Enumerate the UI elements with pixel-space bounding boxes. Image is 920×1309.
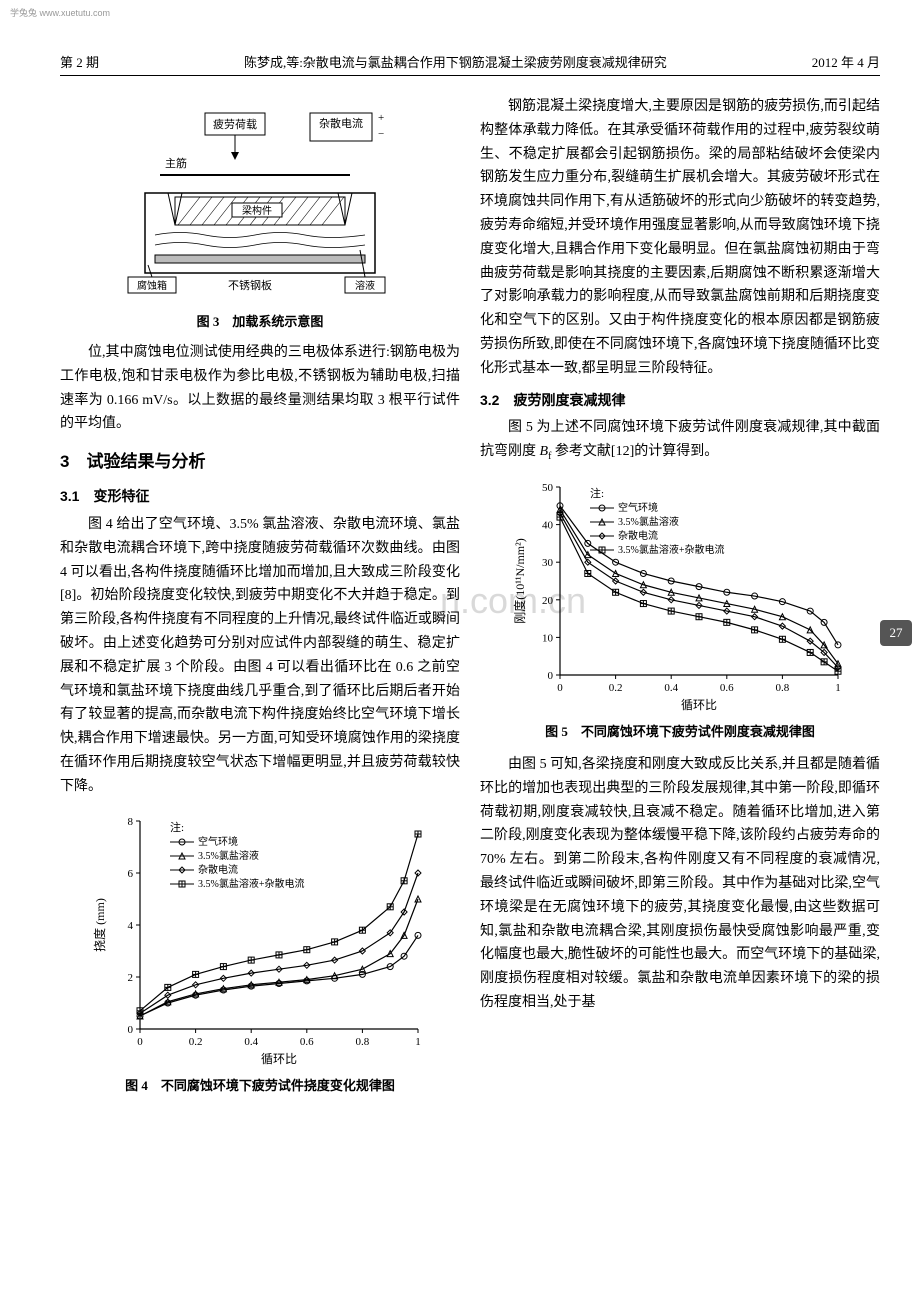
svg-text:0: 0	[557, 682, 563, 694]
svg-text:0.8: 0.8	[356, 1036, 370, 1048]
label-member: 梁构件	[242, 204, 272, 217]
label-main-bar: 主筋	[165, 156, 187, 170]
svg-text:0.4: 0.4	[244, 1036, 258, 1048]
right-column: 钢筋混凝土梁挠度增大,主要原因是钢筋的疲劳损伤,而引起结构整体承载力降低。在其承…	[480, 95, 880, 1289]
svg-text:4: 4	[128, 920, 134, 932]
svg-text:0.2: 0.2	[189, 1036, 203, 1048]
svg-text:1: 1	[835, 682, 841, 694]
svg-text:挠度 (mm): 挠度 (mm)	[92, 898, 107, 952]
svg-text:6: 6	[128, 868, 134, 880]
svg-text:−: −	[378, 128, 384, 140]
label-solution: 溶液	[355, 279, 375, 292]
figure-4: 0246800.20.40.60.81循环比挠度 (mm)注:空气环境3.5%氯…	[90, 809, 430, 1097]
section-3-1-title: 3.1 变形特征	[60, 485, 460, 509]
svg-text:3.5%氯盐溶液: 3.5%氯盐溶液	[618, 515, 679, 528]
label-corrosion-box: 腐蚀箱	[137, 279, 167, 292]
svg-text:空气环境: 空气环境	[618, 501, 658, 514]
figure-3: 疲劳荷载 杂散电流 + − 主筋	[120, 105, 400, 333]
left-para-2: 图 4 给出了空气环境、3.5% 氯盐溶液、杂散电流环境、氯盐和杂散电流耦合环境…	[60, 513, 460, 799]
symbol-bf: B	[540, 444, 549, 459]
svg-text:10: 10	[542, 632, 554, 644]
right-para-1: 钢筋混凝土梁挠度增大,主要原因是钢筋的疲劳损伤,而引起结构整体承载力降低。在其承…	[480, 95, 880, 381]
figure-5-caption: 图 5 不同腐蚀环境下疲劳试件刚度衰减规律图	[510, 721, 850, 743]
svg-text:0: 0	[548, 670, 554, 682]
svg-text:杂散电流: 杂散电流	[618, 529, 658, 542]
figure-5-svg: 0 10 20 30 40 50 0 0.2 0.4 0.6 0.8 1 循环比 刚度(10¹¹N/mm²…	[510, 475, 850, 715]
svg-text:1: 1	[415, 1036, 421, 1048]
svg-text:40: 40	[542, 520, 554, 532]
page-header: 第 2 期 陈梦成,等:杂散电流与氯盐耦合作用下钢筋混凝土梁疲劳刚度衰减规律研究…	[60, 52, 880, 76]
label-steel-plate: 不锈钢板	[228, 278, 272, 292]
right-para-3: 由图 5 可知,各梁挠度和刚度大致成反比关系,并且都是随着循环比的增加也表现出典…	[480, 753, 880, 1015]
header-issue: 第 2 期	[60, 52, 99, 71]
svg-text:杂散电流: 杂散电流	[198, 863, 238, 876]
figure-4-caption: 图 4 不同腐蚀环境下疲劳试件挠度变化规律图	[90, 1075, 430, 1097]
svg-text:0: 0	[137, 1036, 143, 1048]
svg-text:刚度(10¹¹N/mm²): 刚度(10¹¹N/mm²)	[512, 538, 527, 623]
svg-text:+: +	[378, 112, 384, 124]
watermark-text: 学兔兔 www.xuetutu.com	[10, 6, 110, 19]
svg-text:50: 50	[542, 482, 554, 494]
label-fatigue-load: 疲劳荷载	[213, 117, 257, 131]
svg-text:注:: 注:	[590, 486, 604, 500]
figure-3-svg: 疲劳荷载 杂散电流 + − 主筋	[120, 105, 400, 305]
right-para-2b: 参考文献[12]的计算得到。	[551, 444, 718, 459]
svg-text:0: 0	[128, 1024, 134, 1036]
svg-text:3.5%氯盐溶液+杂散电流: 3.5%氯盐溶液+杂散电流	[618, 543, 724, 556]
figure-4-svg: 0246800.20.40.60.81循环比挠度 (mm)注:空气环境3.5%氯…	[90, 809, 430, 1069]
header-title: 陈梦成,等:杂散电流与氯盐耦合作用下钢筋混凝土梁疲劳刚度衰减规律研究	[99, 52, 812, 71]
content-area: 疲劳荷载 杂散电流 + − 主筋	[60, 95, 880, 1289]
svg-text:循环比: 循环比	[681, 698, 717, 712]
header-date: 2012 年 4 月	[812, 52, 880, 71]
right-para-2: 图 5 为上述不同腐蚀环境下疲劳试件刚度衰减规律,其中截面抗弯刚度 Bf 参考文…	[480, 416, 880, 465]
svg-text:30: 30	[542, 557, 554, 569]
page-number-badge: 27	[880, 620, 912, 646]
svg-text:0.6: 0.6	[300, 1036, 314, 1048]
svg-text:0.6: 0.6	[720, 682, 734, 694]
svg-text:空气环境: 空气环境	[198, 835, 238, 848]
figure-5: 0 10 20 30 40 50 0 0.2 0.4 0.6 0.8 1 循环比 刚度(10¹¹N/mm²…	[510, 475, 850, 743]
svg-text:0.4: 0.4	[664, 682, 678, 694]
svg-text:0.8: 0.8	[776, 682, 790, 694]
label-stray-current: 杂散电流	[319, 116, 363, 130]
section-3-2-title: 3.2 疲劳刚度衰减规律	[480, 389, 880, 413]
svg-text:8: 8	[128, 816, 134, 828]
svg-text:注:: 注:	[170, 820, 184, 834]
svg-text:0.2: 0.2	[609, 682, 623, 694]
svg-text:3.5%氯盐溶液: 3.5%氯盐溶液	[198, 849, 259, 862]
svg-text:20: 20	[542, 595, 554, 607]
section-3-title: 3 试验结果与分析	[60, 448, 460, 477]
svg-text:2: 2	[128, 972, 134, 984]
figure-3-caption: 图 3 加载系统示意图	[120, 311, 400, 333]
svg-text:3.5%氯盐溶液+杂散电流: 3.5%氯盐溶液+杂散电流	[198, 877, 304, 890]
left-para-1: 位,其中腐蚀电位测试使用经典的三电极体系进行:钢筋电极为工作电极,饱和甘汞电极作…	[60, 341, 460, 436]
left-column: 疲劳荷载 杂散电流 + − 主筋	[60, 95, 460, 1289]
svg-text:循环比: 循环比	[261, 1052, 297, 1066]
